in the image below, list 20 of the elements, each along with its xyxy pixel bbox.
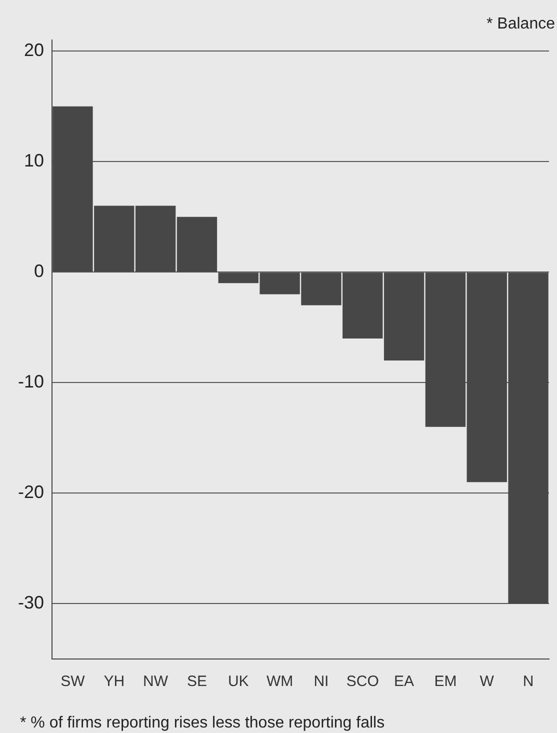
x-tick-label: SCO <box>346 673 379 690</box>
x-tick-label: EA <box>394 673 414 690</box>
y-tick-label: -10 <box>18 372 44 392</box>
y-tick-label: 20 <box>24 40 44 60</box>
x-tick-label: NW <box>143 673 169 690</box>
x-tick-label: N <box>522 673 534 690</box>
x-tick-label: WM <box>266 673 294 690</box>
y-tick-label: 10 <box>24 150 44 171</box>
x-tick-label: NI <box>314 673 329 690</box>
x-tick-label: W <box>480 673 495 690</box>
y-axis-title: * Balance <box>486 15 556 32</box>
x-tick-label: SE <box>186 673 207 690</box>
x-tick-label: SW <box>60 673 86 690</box>
y-tick-label: -30 <box>18 592 44 613</box>
x-tick-label: YH <box>104 673 125 690</box>
y-tick-label: 0 <box>34 261 44 282</box>
text: * % of firms reporting rises less those reporting falls <box>20 714 385 732</box>
x-tick-label: UK <box>228 673 249 690</box>
y-tick-label: -20 <box>18 482 44 502</box>
x-tick-label: EM <box>434 673 457 690</box>
